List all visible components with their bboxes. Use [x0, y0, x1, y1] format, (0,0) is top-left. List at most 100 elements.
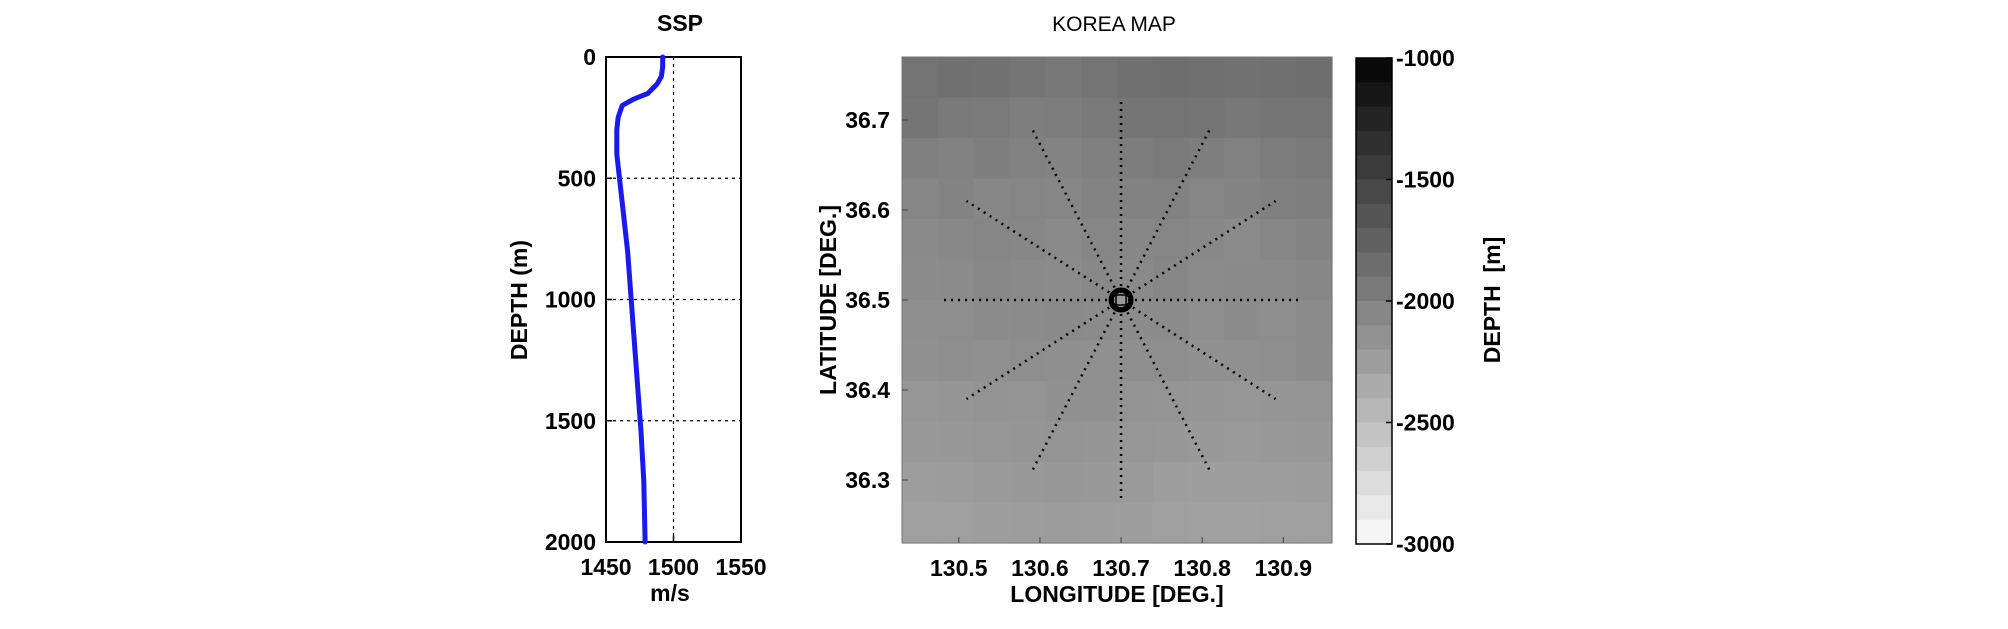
colorbar-label: DEPTH [m]	[1479, 237, 1505, 364]
depth-cell	[1296, 219, 1333, 261]
colorbar-band	[1356, 276, 1392, 302]
ssp-x-tick-label: 1500	[648, 554, 699, 580]
depth-cell	[1117, 97, 1154, 139]
colorbar-band	[1356, 349, 1392, 375]
colorbar-band	[1356, 373, 1392, 399]
depth-cell	[902, 259, 939, 301]
radial-lines	[942, 101, 1300, 499]
ssp-grid	[606, 57, 741, 542]
depth-cell	[1188, 219, 1226, 261]
depth-cell	[1152, 340, 1190, 382]
depth-cell	[1188, 340, 1226, 382]
map-y-tick-label: 36.4	[845, 377, 890, 403]
depth-cell	[1296, 57, 1333, 99]
ssp-y-tick-label: 0	[583, 44, 596, 70]
map-x-ticks: 130.5 130.6 130.7 130.8 130.9	[930, 537, 1312, 581]
depth-cell	[1045, 259, 1082, 301]
depth-cell	[902, 462, 939, 504]
colorbar-band	[1356, 325, 1392, 351]
radial-line	[965, 298, 1122, 401]
depth-cell	[1045, 381, 1082, 423]
map-panel: KOREA MAP 130.5 130.6 130.7 130.8 130.9 36.3…	[815, 13, 1333, 607]
depth-cell	[1117, 300, 1154, 342]
depth-cell	[1296, 97, 1333, 139]
colorbar-tick-label: -3000	[1396, 531, 1455, 557]
depth-cell	[973, 259, 1011, 301]
source-marker	[1108, 287, 1134, 313]
depth-cell	[973, 178, 1011, 220]
depth-cell	[1188, 381, 1226, 423]
depth-cell	[1152, 57, 1190, 99]
depth-cell	[1009, 57, 1046, 99]
depth-cell	[1009, 340, 1046, 382]
depth-cell	[1296, 502, 1333, 544]
depth-cell	[937, 421, 975, 463]
map-x-tick-label: 130.9	[1255, 555, 1313, 581]
depth-cell	[1224, 462, 1261, 504]
map-ylabel: LATITUDE [DEG.]	[815, 205, 841, 395]
depth-cell	[1081, 381, 1118, 423]
depth-cell	[937, 462, 975, 504]
depth-cell	[1224, 178, 1261, 220]
depth-cell	[902, 502, 939, 544]
depth-cell	[1296, 462, 1333, 504]
depth-cell	[1045, 57, 1082, 99]
ssp-ylabel: DEPTH (m)	[506, 240, 532, 360]
radial-line	[965, 199, 1122, 302]
depth-cell	[973, 381, 1011, 423]
depth-cell	[1081, 421, 1118, 463]
colorbar-tick-label: -2500	[1396, 410, 1455, 436]
depth-cell	[973, 300, 1011, 342]
depth-cell	[902, 178, 939, 220]
depth-heatmap	[902, 57, 1333, 544]
depth-cell	[1152, 421, 1190, 463]
depth-cell	[1117, 138, 1154, 180]
colorbar-band	[1356, 252, 1392, 278]
colorbar: -1000 -1500 -2000 -2500 -3000 DEPTH [m]	[1355, 45, 1505, 557]
depth-cell	[1152, 138, 1190, 180]
depth-cell	[1009, 462, 1046, 504]
depth-cell	[973, 502, 1011, 544]
depth-cell	[1117, 421, 1154, 463]
colorbar-band	[1356, 82, 1392, 108]
depth-cell	[1045, 178, 1082, 220]
colorbar-band	[1356, 203, 1392, 229]
depth-cell	[1296, 138, 1333, 180]
depth-cell	[1224, 219, 1261, 261]
depth-cell	[1117, 502, 1154, 544]
depth-cell	[902, 381, 939, 423]
depth-cell	[937, 219, 975, 261]
depth-cell	[1117, 259, 1154, 301]
depth-cell	[1296, 381, 1333, 423]
depth-cell	[1260, 340, 1297, 382]
depth-cell	[1260, 259, 1297, 301]
depth-cell	[1224, 421, 1261, 463]
map-x-tick-label: 130.8	[1173, 555, 1231, 581]
depth-cell	[937, 340, 975, 382]
map-y-tick-label: 36.7	[845, 107, 890, 133]
depth-cell	[1224, 57, 1261, 99]
depth-cell	[1081, 340, 1118, 382]
depth-cell	[1152, 219, 1190, 261]
map-x-tick-label: 130.6	[1011, 555, 1069, 581]
ssp-x-tick-label: 1450	[580, 554, 631, 580]
depth-cell	[1188, 178, 1226, 220]
radial-line	[1119, 299, 1212, 473]
depth-cell	[1045, 219, 1082, 261]
depth-cell	[1188, 502, 1226, 544]
depth-cell	[1045, 97, 1082, 139]
colorbar-band	[1356, 471, 1392, 496]
map-y-tick-label: 36.3	[845, 467, 890, 493]
depth-cell	[1296, 259, 1333, 301]
ssp-y-tick-label: 1000	[545, 287, 596, 313]
colorbar-band	[1356, 228, 1392, 253]
depth-cell	[1260, 421, 1297, 463]
depth-cell	[1224, 97, 1261, 139]
depth-cell	[937, 381, 975, 423]
colorbar-band	[1356, 155, 1392, 180]
depth-cell	[1081, 97, 1118, 139]
depth-cell	[1260, 300, 1297, 342]
depth-cell	[1045, 300, 1082, 342]
depth-cell	[1117, 219, 1154, 261]
